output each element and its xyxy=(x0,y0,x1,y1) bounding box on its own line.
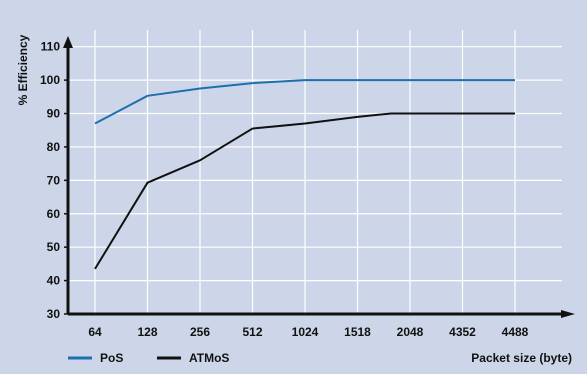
x-ticks: 64 128 256 512 1024 1518 2048 4352 4488 xyxy=(88,325,528,339)
x-tick-label: 1024 xyxy=(292,325,319,339)
series-group xyxy=(94,79,516,270)
x-tick-label: 4488 xyxy=(502,325,529,339)
y-axis-label: % Efficiency xyxy=(16,34,30,105)
legend-label-atmos: ATMoS xyxy=(189,351,229,365)
y-tick-label: 80 xyxy=(47,140,61,154)
legend-label-pos: PoS xyxy=(100,351,123,365)
x-tick-label: 2048 xyxy=(397,325,424,339)
axes xyxy=(63,36,575,318)
x-tick-label: 512 xyxy=(242,325,262,339)
y-tick-label: 110 xyxy=(41,40,61,54)
legend: PoS ATMoS xyxy=(68,351,229,365)
gridlines xyxy=(68,30,562,314)
x-tick-label: 256 xyxy=(190,325,210,339)
y-tick-label: 70 xyxy=(47,173,61,187)
x-tick-label: 4352 xyxy=(449,325,476,339)
y-axis-arrow xyxy=(63,36,73,48)
y-tick-label: 90 xyxy=(47,107,61,121)
y-ticks: 30 40 50 60 70 80 90 100 110 xyxy=(40,40,68,321)
y-tick-label: 30 xyxy=(47,307,61,321)
y-tick-label: 100 xyxy=(40,73,60,87)
x-tick-label: 64 xyxy=(88,325,102,339)
y-tick-label: 50 xyxy=(47,240,61,254)
x-tick-label: 128 xyxy=(137,325,157,339)
x-axis-label: Packet size (byte) xyxy=(471,351,572,365)
x-axis-arrow xyxy=(561,310,575,318)
x-tick-label: 1518 xyxy=(344,325,371,339)
y-tick-label: 40 xyxy=(47,274,61,288)
y-tick-label: 60 xyxy=(47,207,61,221)
